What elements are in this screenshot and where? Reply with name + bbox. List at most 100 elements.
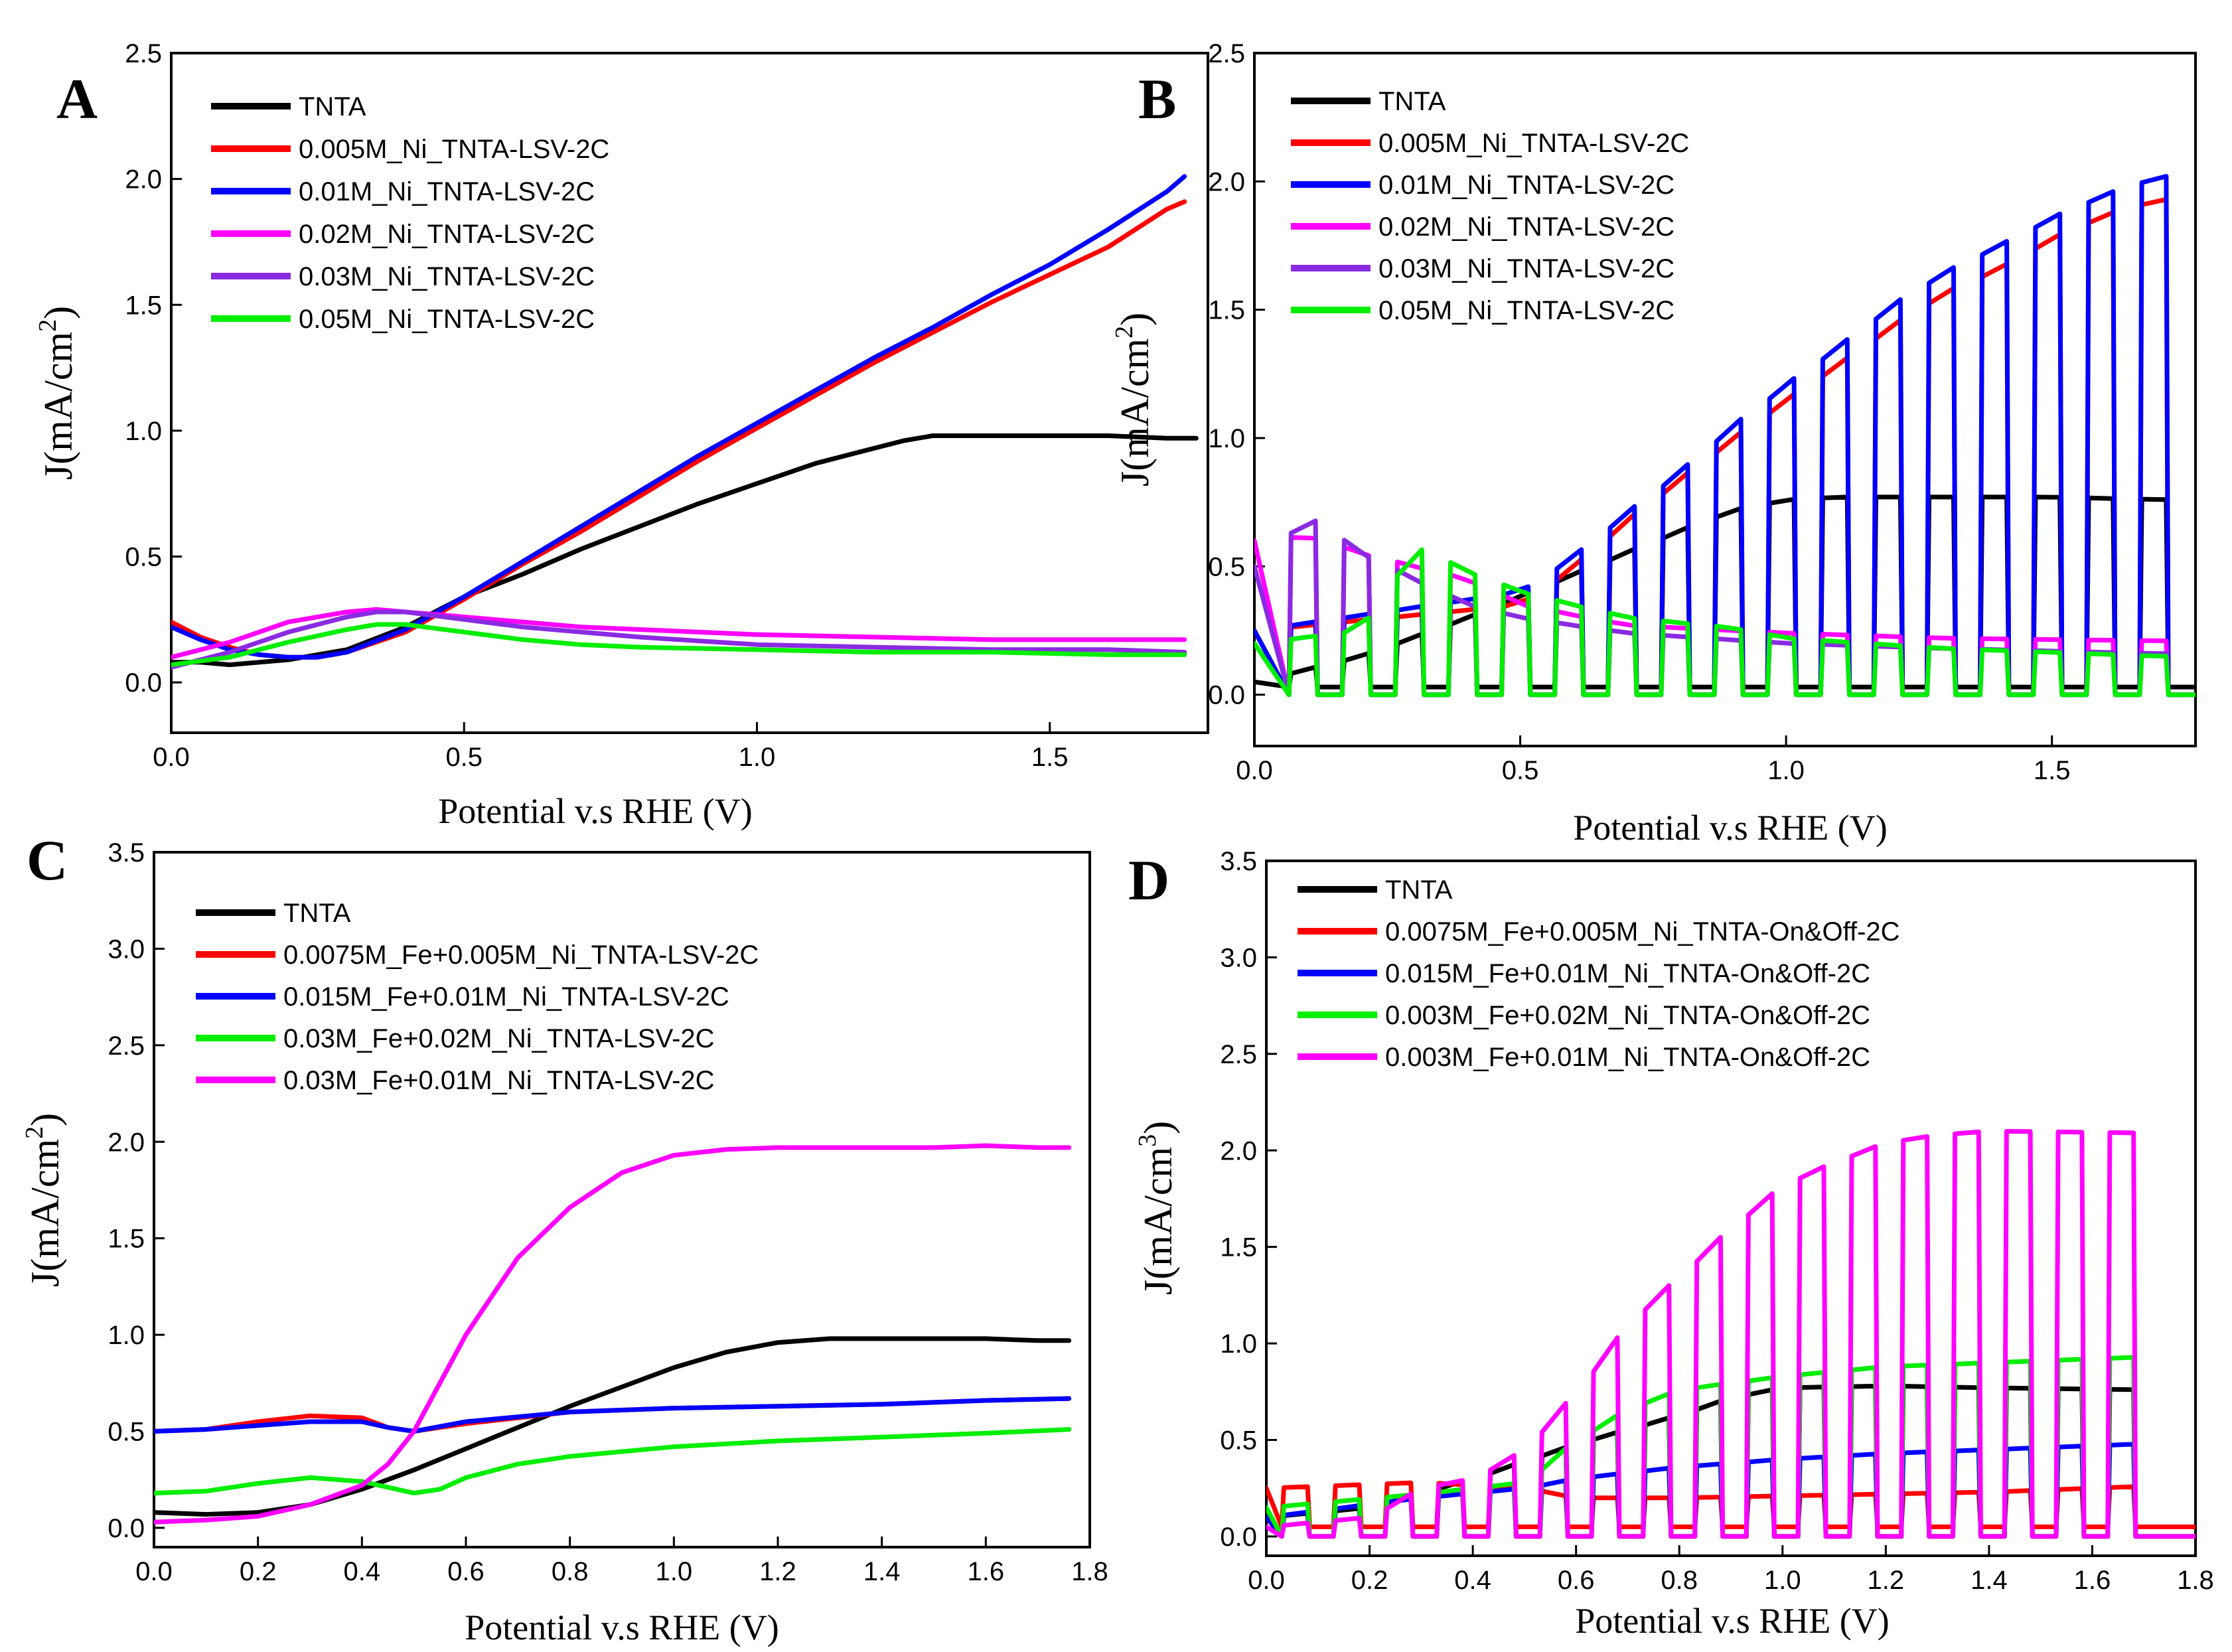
- panel-a-legend-label: 0.01M_Ni_TNTA-LSV-2C: [299, 177, 595, 206]
- panel-d-legend-label: 0.0075M_Fe+0.005M_Ni_TNTA-On&Off-2C: [1385, 917, 1900, 946]
- panel-c-x-axis-label: Potential v.s RHE (V): [465, 1608, 779, 1647]
- panel-a-y-tick-label: 1.5: [125, 291, 162, 320]
- panel-d-series-line: [1266, 1129, 2195, 1539]
- panel-d-y-axis-label: J(mA/cm3): [1134, 1121, 1180, 1295]
- panel-d-y-tick-label: 3.5: [1220, 847, 1257, 876]
- panel-c-plot: [154, 1143, 1072, 1525]
- panel-b-frame: [1253, 52, 2197, 747]
- panel-c-x-tick-label: 1.6: [968, 1557, 1005, 1586]
- panel-c-x-tick-label: 0.2: [240, 1557, 277, 1586]
- panel-a-frame: [170, 52, 1209, 734]
- panel-c-legend-label: 0.03M_Fe+0.01M_Ni_TNTA-LSV-2C: [283, 1066, 715, 1095]
- panel-a-y-tick-label: 1.0: [125, 417, 162, 446]
- panel-b-y-tick-label: 1.0: [1208, 424, 1245, 453]
- panel-a-legend-label: 0.005M_Ni_TNTA-LSV-2C: [299, 135, 609, 164]
- panel-d-legend-label: 0.015M_Fe+0.01M_Ni_TNTA-On&Off-2C: [1385, 959, 1870, 988]
- panel-a-y-axis-label: J(mA/cm2): [34, 306, 80, 480]
- panel-b-y-axis-label-main: J(mA/cm: [1113, 338, 1157, 487]
- panel-d-y-tick-label: 2.0: [1220, 1136, 1257, 1165]
- panel-b-y-axis-label: J(mA/cm2): [1110, 313, 1157, 487]
- panel-a-y-tick-label: 2.0: [125, 165, 162, 194]
- panel-c-y-axis-label-sup: 2: [21, 1126, 48, 1139]
- panel-b-x-axis-label: Potential v.s RHE (V): [1573, 808, 1887, 848]
- panel-a-y-tick-label: 2.5: [125, 39, 162, 68]
- panel-a-x-tick-label: 0.5: [445, 743, 483, 772]
- panel-b-y-axis-label-close: ): [1113, 313, 1157, 326]
- panel-b-y-tick-label: 1.5: [1208, 296, 1245, 325]
- panel-c-y-axis-label-close: ): [23, 1113, 67, 1126]
- panel-c-ticks: 0.0 0.2 0.4 0.6 0.8 1.0 1.2 1.4 1.6 1.8 0.0 0.5 1.0 1…: [108, 838, 1108, 1586]
- panel-a-legend: TNTA 0.005M_Ni_TNTA-LSV-2C 0.01M_Ni_TNTA-L…: [211, 92, 609, 334]
- panel-b-x-tick-label: 1.0: [1767, 756, 1805, 785]
- panel-b-label: B: [1138, 67, 1176, 131]
- panel-b-plot: [1254, 174, 2195, 698]
- panel-c-x-tick-label: 0.0: [135, 1557, 173, 1586]
- panel-c-x-tick-label: 0.4: [344, 1557, 381, 1586]
- panel-d-x-tick-label: 1.2: [1868, 1566, 1905, 1595]
- panel-a-series-line: [171, 622, 1187, 668]
- panel-c-y-axis-label: J(mA/cm2): [21, 1113, 67, 1287]
- panel-d-y-tick-label: 2.5: [1220, 1040, 1257, 1069]
- panel-b-legend-label: 0.01M_Ni_TNTA-LSV-2C: [1378, 171, 1674, 200]
- panel-c-y-tick-label: 3.5: [108, 838, 145, 867]
- panel-a-y-axis-label-main: J(mA/cm: [37, 332, 80, 480]
- panel-b-y-tick-label: 2.0: [1208, 167, 1245, 196]
- panel-b-x-tick-label: 0.5: [1502, 756, 1539, 785]
- panel-c-legend-label: TNTA: [283, 899, 351, 928]
- panel-c-x-tick-label: 1.0: [656, 1557, 693, 1586]
- panel-b-y-tick-label: 0.0: [1208, 681, 1245, 710]
- panel-d-y-tick-label: 1.5: [1220, 1233, 1257, 1262]
- panel-d-y-tick-label: 0.5: [1220, 1426, 1257, 1456]
- panel-d-legend: TNTA 0.0075M_Fe+0.005M_Ni_TNTA-On&Off-2C 0…: [1298, 875, 1900, 1072]
- panel-c-y-tick-label: 1.5: [108, 1225, 145, 1254]
- panel-c-plot-area: [154, 1143, 1072, 1525]
- panel-c-y-axis-label-main: J(mA/cm: [23, 1139, 67, 1287]
- panel-a-x-tick-label: 1.5: [1031, 743, 1069, 772]
- panel-c-legend-label: 0.0075M_Fe+0.005M_Ni_TNTA-LSV-2C: [283, 940, 759, 970]
- panel-a-y-tick-label: 0.5: [125, 543, 162, 572]
- panel-a-series-line: [171, 433, 1199, 668]
- panel-b-legend: TNTA 0.005M_Ni_TNTA-LSV-2C 0.01M_Ni_TNTA-L…: [1291, 87, 1689, 325]
- panel-c-y-tick-label: 0.5: [108, 1418, 145, 1447]
- panel-a-label: A: [56, 67, 98, 131]
- panel-b-legend-label: 0.005M_Ni_TNTA-LSV-2C: [1378, 129, 1689, 158]
- panel-d-legend-label: 0.003M_Fe+0.01M_Ni_TNTA-On&Off-2C: [1385, 1043, 1870, 1072]
- panel-a-plot-area: [171, 174, 1199, 670]
- panel-d-x-tick-label: 0.8: [1661, 1566, 1698, 1595]
- panel-d-x-tick-label: 0.4: [1454, 1566, 1491, 1595]
- panel-c-label: C: [27, 828, 68, 892]
- panel-c-y-tick-label: 2.0: [108, 1128, 145, 1157]
- panel-b-x-tick-label: 1.5: [2034, 756, 2071, 785]
- panel-c-series-line: [154, 1427, 1072, 1496]
- panel-b-plot-area: [1254, 174, 2195, 698]
- panel-a-x-tick-label: 1.0: [739, 743, 776, 772]
- panel-d-legend-label: TNTA: [1385, 875, 1453, 905]
- panel-d-x-tick-label: 1.4: [1971, 1566, 2008, 1595]
- panel-d-x-tick-label: 1.0: [1764, 1566, 1801, 1595]
- panel-d-y-tick-label: 3.0: [1220, 943, 1257, 972]
- panel-c-y-tick-label: 1.0: [108, 1321, 145, 1350]
- panel-c-x-tick-label: 0.6: [447, 1557, 484, 1586]
- panel-d-plot: [1266, 1129, 2195, 1539]
- panel-a-legend-label: TNTA: [299, 92, 366, 121]
- panel-a-x-tick-label: 0.0: [153, 743, 190, 772]
- panel-b-y-tick-label: 0.5: [1208, 552, 1245, 581]
- panel-d: D 0.0 0.2 0.4 0.6 0.8 1.0 1.2 1.4 1.6 1.8 0.0 0.5 1.…: [1128, 847, 2214, 1641]
- panel-a-series-line: [171, 174, 1187, 660]
- panel-c-legend-label: 0.015M_Fe+0.01M_Ni_TNTA-LSV-2C: [283, 982, 729, 1012]
- panel-c-legend-label: 0.03M_Fe+0.02M_Ni_TNTA-LSV-2C: [283, 1024, 715, 1053]
- panel-b-x-tick-label: 0.0: [1236, 756, 1273, 785]
- panel-c-y-tick-label: 2.5: [108, 1031, 145, 1061]
- panel-c-x-tick-label: 1.8: [1071, 1557, 1108, 1586]
- panel-d-y-axis-label-main: J(mA/cm: [1136, 1147, 1180, 1295]
- panel-b-series-line: [1254, 547, 2195, 698]
- panel-c-x-tick-label: 0.8: [552, 1557, 589, 1586]
- panel-c-x-tick-label: 1.4: [863, 1557, 901, 1586]
- panel-d-y-tick-label: 1.0: [1220, 1329, 1257, 1359]
- panel-c-series-line: [154, 1143, 1072, 1525]
- panel-a: A 0.0 0.5 1.0 1.50.00.51.01.52.02.5 TNTA0.0…: [34, 39, 1209, 831]
- panel-a-ticks: 0.0 0.5 1.0 1.5 0.0 0.5 1.0 1.5 2.0 2.5: [125, 39, 1068, 772]
- panel-a-series-line: [171, 609, 1187, 670]
- panel-c-x-tick-label: 1.2: [759, 1557, 796, 1586]
- panel-c: C 0.0 0.2 0.4 0.6 0.8 1.0 1.2 1.4 1.6 1.8 0.0 0.5 1.…: [21, 828, 1108, 1647]
